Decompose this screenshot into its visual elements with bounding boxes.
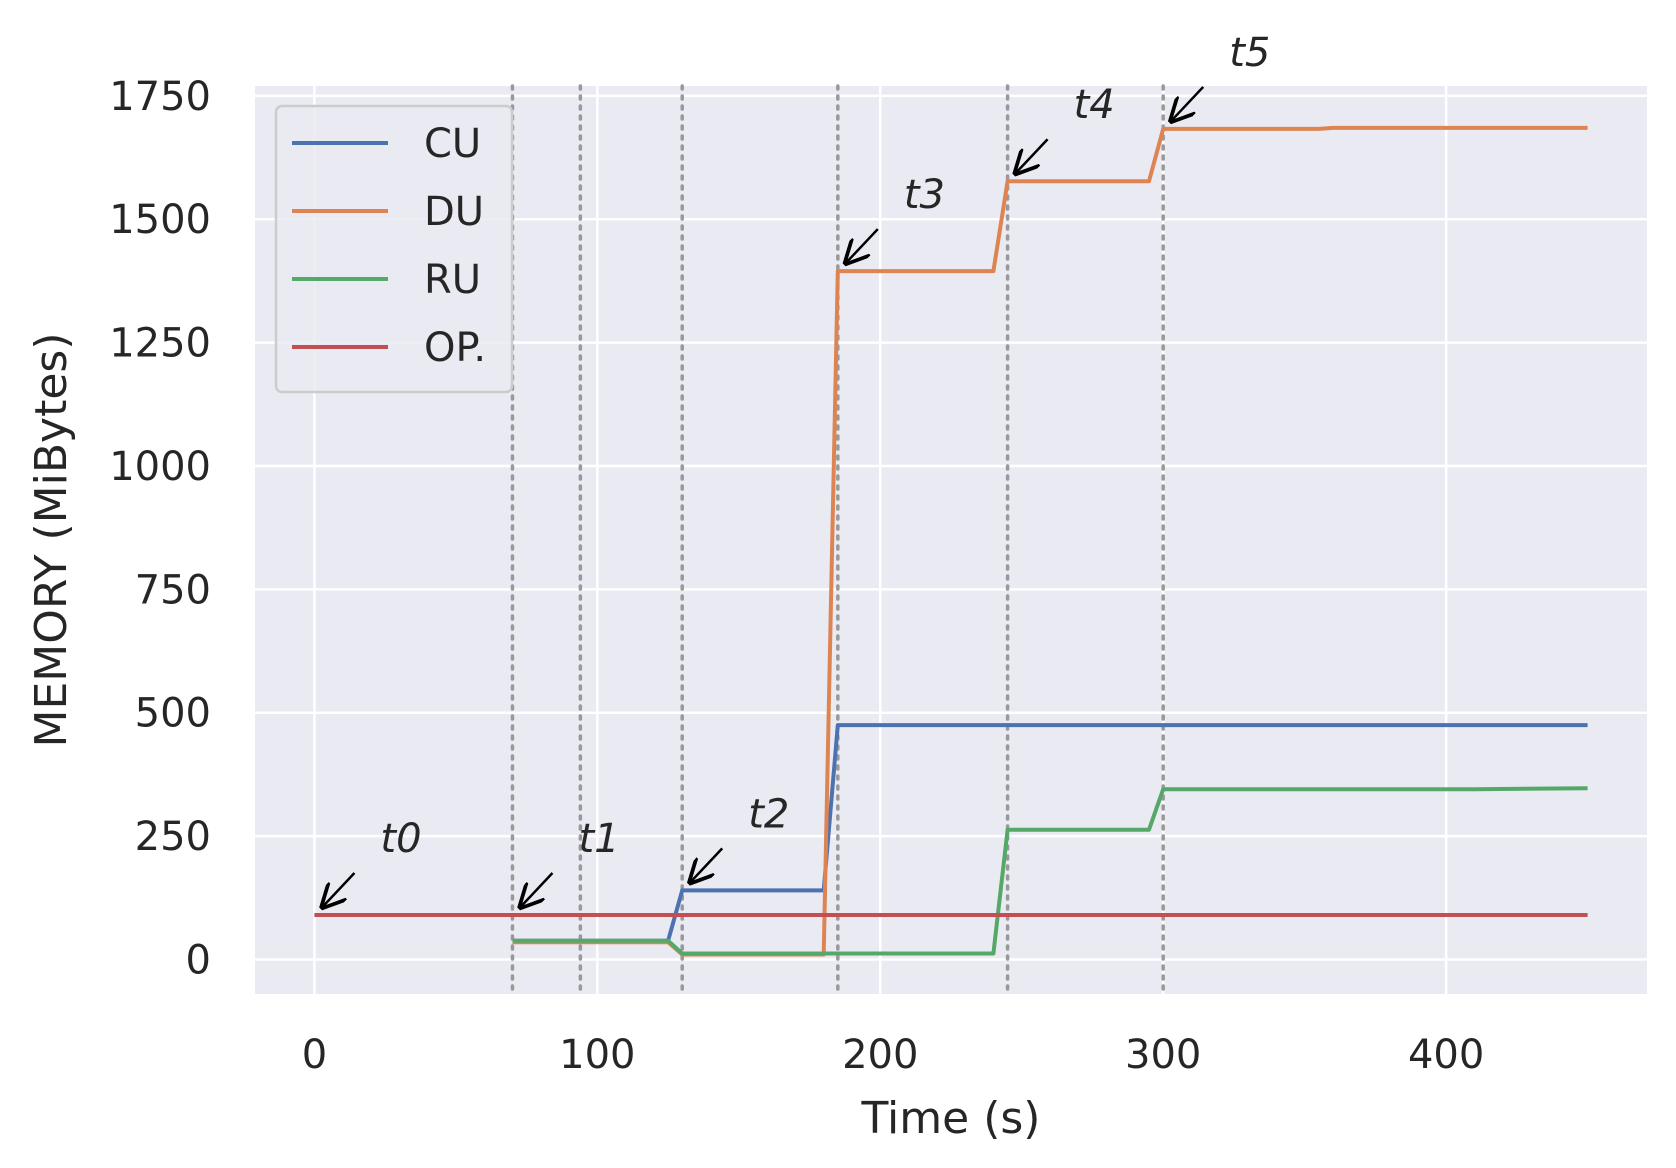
y-tick-label: 1000 — [109, 444, 211, 490]
annotation-arrow — [846, 228, 879, 263]
x-tick-label: 400 — [1408, 1032, 1484, 1078]
y-tick-label: 750 — [135, 567, 211, 613]
x-tick-label: 0 — [302, 1032, 327, 1078]
x-tick-label: 300 — [1125, 1032, 1201, 1078]
y-tick-label: 1500 — [109, 197, 211, 243]
y-tick-label: 1250 — [109, 321, 211, 367]
annotation-arrow — [322, 872, 356, 907]
series-lines — [314, 125, 1588, 957]
annotations: t0 t1 t2 t3 t4 t5 — [322, 30, 1270, 907]
legend-label: OP. — [424, 325, 486, 371]
annotation-arrow — [690, 847, 724, 882]
annotation-label: t0 — [380, 816, 421, 862]
annotation-arrow — [1171, 86, 1205, 121]
legend-label: RU — [424, 257, 481, 303]
annotation-label: t3 — [904, 172, 945, 218]
legend-label: CU — [424, 121, 481, 167]
y-tick-label: 250 — [135, 814, 211, 860]
legend: CU DU RU OP. — [274, 104, 514, 394]
x-tick-label: 200 — [842, 1032, 918, 1078]
legend-label: DU — [424, 189, 484, 235]
annotation-arrow — [1016, 138, 1049, 173]
y-tick-label: 500 — [135, 691, 211, 737]
y-tick-labels: 0 250 500 750 1000 1250 1500 1750 — [109, 74, 211, 984]
x-axis-label: Time (s) — [861, 1093, 1041, 1144]
series-line-ru — [512, 786, 1588, 956]
grid — [255, 86, 1647, 994]
x-tick-labels: 0 100 200 300 400 — [302, 1032, 1485, 1078]
y-tick-label: 0 — [186, 937, 211, 983]
annotation-label: t1 — [578, 816, 619, 862]
annotation-label: t5 — [1229, 30, 1270, 76]
annotation-label: t2 — [748, 791, 789, 837]
x-tick-label: 100 — [559, 1032, 635, 1078]
legend-box — [274, 104, 514, 394]
annotation-arrow — [520, 872, 554, 907]
series-line-cu — [512, 723, 1588, 943]
y-axis-label: MEMORY (MiBytes) — [26, 333, 77, 748]
annotation-label: t4 — [1074, 82, 1115, 128]
y-tick-label: 1750 — [109, 74, 211, 120]
